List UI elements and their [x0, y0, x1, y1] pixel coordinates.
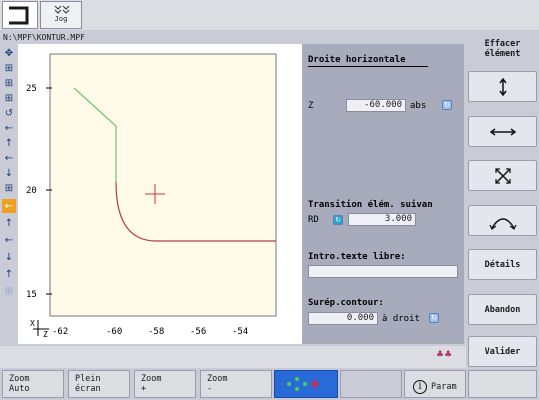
zoom-auto-button[interactable]: Zoom Auto	[2, 370, 64, 398]
status-bar: ♣♣	[0, 346, 466, 368]
rd-value-field[interactable]: 3.000	[348, 213, 416, 226]
vertical-arrow-icon	[498, 77, 507, 96]
x-axis-label: X	[30, 319, 35, 328]
grid-icon[interactable]: ⊞	[4, 92, 14, 104]
arc-button[interactable]	[468, 205, 537, 236]
x-tick-label: -62	[52, 327, 68, 337]
left-toolbar: ✥ ⊞ ⊞ ⊞ ↺ ← ↑ ← ↓ ⊞ ← ↑ ← ↓ ↑ ⊞	[0, 44, 18, 306]
empty-softkey	[468, 370, 537, 398]
line-up-icon[interactable]: ↑	[4, 268, 14, 280]
overmeasure-value-field[interactable]: 0.000	[308, 312, 378, 325]
channel-status-icon: ♣♣	[436, 350, 453, 360]
rd-label: RD	[308, 215, 319, 225]
z-value-field[interactable]: -60.000	[346, 99, 406, 112]
line-up-icon[interactable]: ↑	[4, 137, 14, 149]
overmeasure-side-toggle-icon[interactable]: ↻	[429, 313, 439, 323]
plot-area	[49, 53, 277, 317]
machine-mode-box[interactable]	[2, 1, 38, 29]
delete-element-button[interactable]: Effacer élément	[468, 32, 537, 65]
jog-icon	[54, 5, 70, 14]
vertical-line-button[interactable]	[468, 71, 537, 102]
current-contour	[115, 181, 276, 242]
line-left-icon[interactable]: ←	[4, 152, 14, 164]
diagonal-arrow-icon	[494, 167, 511, 184]
panel-header-strip	[302, 32, 464, 44]
line-left-icon[interactable]: ←	[4, 122, 14, 134]
param-button[interactable]: i Param	[404, 370, 466, 398]
z-label: Z	[308, 101, 314, 111]
arc-icon	[488, 217, 517, 230]
zoom-in-button[interactable]: Zoom +	[134, 370, 196, 398]
machine-area-icon	[9, 6, 29, 25]
contour-graphic[interactable]: 25 20 15 -62 -60 -58 -56 -54 X Z	[18, 44, 302, 344]
info-icon: i	[413, 380, 427, 394]
rd-toggle-icon[interactable]: ↻	[333, 215, 343, 225]
line-down-icon[interactable]: ↓	[4, 251, 14, 263]
zoom-out-button[interactable]: Zoom -	[200, 370, 272, 398]
horizontal-line-button[interactable]	[468, 116, 537, 147]
title-underline	[308, 66, 428, 67]
line-left-active-icon[interactable]: ←	[2, 199, 16, 213]
validate-button[interactable]: Valider	[468, 336, 537, 367]
line-up-icon[interactable]: ↑	[4, 217, 14, 229]
cursor-grid-icon	[287, 377, 319, 391]
vertical-softkey-bar: Effacer élément Détails Abandon Valider	[466, 30, 539, 370]
y-tick-label: 25	[26, 84, 37, 94]
top-bar	[0, 0, 539, 30]
move-icon[interactable]: ✥	[4, 47, 14, 59]
jog-mode-box[interactable]: Jog	[40, 1, 82, 29]
element-edit-panel: Droite horizontale Z -60.000 abs ↻ Trans…	[302, 44, 464, 344]
overmeasure-label: Surép.contour:	[308, 298, 384, 308]
overmeasure-side: à droit	[382, 314, 420, 324]
z-axis-label: Z	[43, 330, 48, 339]
element-title: Droite horizontale	[308, 55, 406, 65]
grid-icon[interactable]: ⊞	[4, 77, 14, 89]
z-mode-toggle-icon[interactable]: ↻	[442, 100, 452, 110]
x-tick-label: -60	[106, 327, 122, 337]
transition-label: Transition élém. suivan	[308, 200, 433, 210]
horizontal-arrow-icon	[489, 127, 516, 136]
x-tick-label: -58	[148, 327, 164, 337]
free-text-field[interactable]	[308, 265, 458, 278]
cursor-mode-button[interactable]	[274, 370, 338, 398]
y-tick-label: 15	[26, 290, 37, 300]
line-left-icon[interactable]: ←	[4, 234, 14, 246]
line-down-icon[interactable]: ↓	[4, 167, 14, 179]
param-label: Param	[431, 382, 457, 392]
program-path: N:\MPF\KONTUR.MPF	[0, 32, 302, 44]
grid-icon[interactable]: ⊞	[4, 182, 14, 194]
rotate-icon[interactable]: ↺	[4, 107, 14, 119]
free-text-label: Intro.texte libre:	[308, 252, 406, 262]
previous-contour	[73, 87, 117, 182]
full-screen-button[interactable]: Plein écran	[68, 370, 130, 398]
end-icon[interactable]: ⊞	[4, 285, 14, 297]
diagonal-line-button[interactable]	[468, 160, 537, 191]
grid-icon[interactable]: ⊞	[4, 62, 14, 74]
z-mode: abs	[410, 101, 427, 111]
empty-softkey	[340, 370, 402, 398]
jog-label: Jog	[54, 15, 68, 23]
abort-button[interactable]: Abandon	[468, 294, 537, 325]
contour-plot: 25 20 15 -62 -60 -58 -56 -54 X Z	[26, 53, 277, 339]
y-tick-label: 20	[26, 186, 37, 196]
x-tick-label: -54	[232, 327, 248, 337]
x-tick-label: -56	[190, 327, 206, 337]
details-button[interactable]: Détails	[468, 249, 537, 280]
